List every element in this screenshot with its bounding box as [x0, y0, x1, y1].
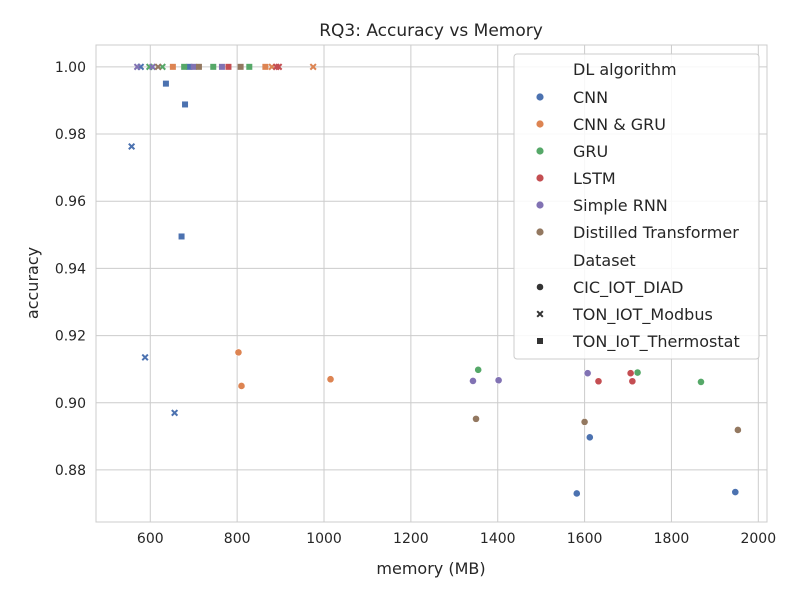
data-point	[162, 80, 169, 87]
y-tick-label: 0.98	[55, 127, 86, 143]
legend-entry: TON_IoT_Thermostat	[572, 332, 740, 352]
data-point	[237, 63, 244, 70]
legend-swatch	[536, 147, 544, 155]
x-tick-label: 1600	[567, 531, 603, 547]
grid	[96, 45, 767, 522]
data-point	[178, 233, 185, 240]
data-point	[218, 63, 225, 70]
legend-swatch	[536, 93, 544, 101]
data-point	[585, 433, 594, 442]
data-point	[182, 101, 189, 108]
x-tick-label: 1200	[393, 531, 429, 547]
y-axis-label: accuracy	[23, 247, 42, 319]
y-tick-label: 1.00	[55, 60, 86, 76]
legend-box	[513, 53, 760, 360]
data-point	[141, 353, 149, 361]
data-point	[234, 348, 243, 357]
legend-style-title: Dataset	[573, 251, 636, 270]
y-tick-label: 0.88	[55, 463, 86, 479]
x-tick-label: 1400	[480, 531, 516, 547]
legend-entry: Simple RNN	[573, 196, 668, 215]
legend-entry: CNN	[573, 88, 608, 107]
data-point	[275, 63, 283, 71]
data-point	[154, 63, 162, 71]
data-point	[195, 63, 202, 70]
data-point	[246, 63, 253, 70]
legend-swatch	[536, 120, 544, 128]
y-tick-label: 0.90	[55, 396, 86, 412]
legend-entry: TON_IOT_Modbus	[572, 305, 713, 325]
data-point	[628, 377, 637, 386]
data-point	[186, 63, 193, 70]
y-tick-label: 0.92	[55, 329, 86, 345]
y-tick-label: 0.96	[55, 194, 86, 210]
legend-entry: Distilled Transformer	[573, 223, 739, 242]
data-point	[210, 63, 217, 70]
data-point	[262, 63, 269, 70]
x-tick-label: 600	[137, 531, 164, 547]
legend-entry: CIC_IOT_DIAD	[573, 278, 683, 298]
data-point	[580, 417, 589, 426]
data-point	[181, 63, 188, 70]
data-point	[469, 377, 477, 385]
legend-marker	[536, 283, 544, 291]
legend-swatch	[536, 228, 544, 236]
legend-entry: CNN & GRU	[573, 115, 666, 134]
x-tick-label: 1000	[306, 531, 342, 547]
data-points	[128, 63, 742, 498]
data-point	[309, 63, 317, 71]
x-tick-label: 2000	[740, 531, 776, 547]
legend: DL algorithm Dataset CNN CNN & GRU GRU LSTM…	[513, 53, 760, 360]
data-point	[731, 488, 740, 497]
data-point	[734, 426, 742, 434]
data-point	[133, 63, 141, 71]
legend-entry: GRU	[573, 142, 608, 161]
data-point	[171, 409, 179, 417]
legend-hue-title: DL algorithm	[573, 60, 677, 79]
tick-labels: 600 800 1000 1200 1400 1600 1800 2000 0.88 0.90 0.…	[55, 60, 776, 547]
data-point	[583, 369, 592, 378]
data-point	[472, 414, 480, 423]
data-point	[572, 489, 581, 498]
data-point	[190, 63, 197, 70]
y-tick-label: 0.94	[55, 261, 86, 277]
data-point	[148, 63, 156, 71]
x-tick-label: 1800	[654, 531, 690, 547]
data-point	[626, 369, 635, 378]
data-point	[697, 378, 705, 386]
data-point	[169, 63, 176, 70]
data-point	[633, 368, 642, 377]
chart-title: RQ3: Accuracy vs Memory	[319, 21, 543, 41]
data-point	[326, 375, 335, 384]
data-point	[225, 63, 232, 70]
data-point	[474, 365, 483, 374]
data-point	[128, 142, 136, 150]
x-tick-label: 800	[224, 531, 251, 547]
data-point	[237, 382, 246, 390]
legend-swatch	[536, 174, 544, 182]
legend-swatch	[536, 201, 544, 209]
data-point	[594, 377, 603, 386]
legend-entry: LSTM	[573, 169, 616, 188]
x-axis-label: memory (MB)	[376, 559, 485, 578]
legend-marker	[536, 310, 544, 318]
legend-marker	[537, 338, 543, 344]
data-point	[494, 376, 503, 385]
